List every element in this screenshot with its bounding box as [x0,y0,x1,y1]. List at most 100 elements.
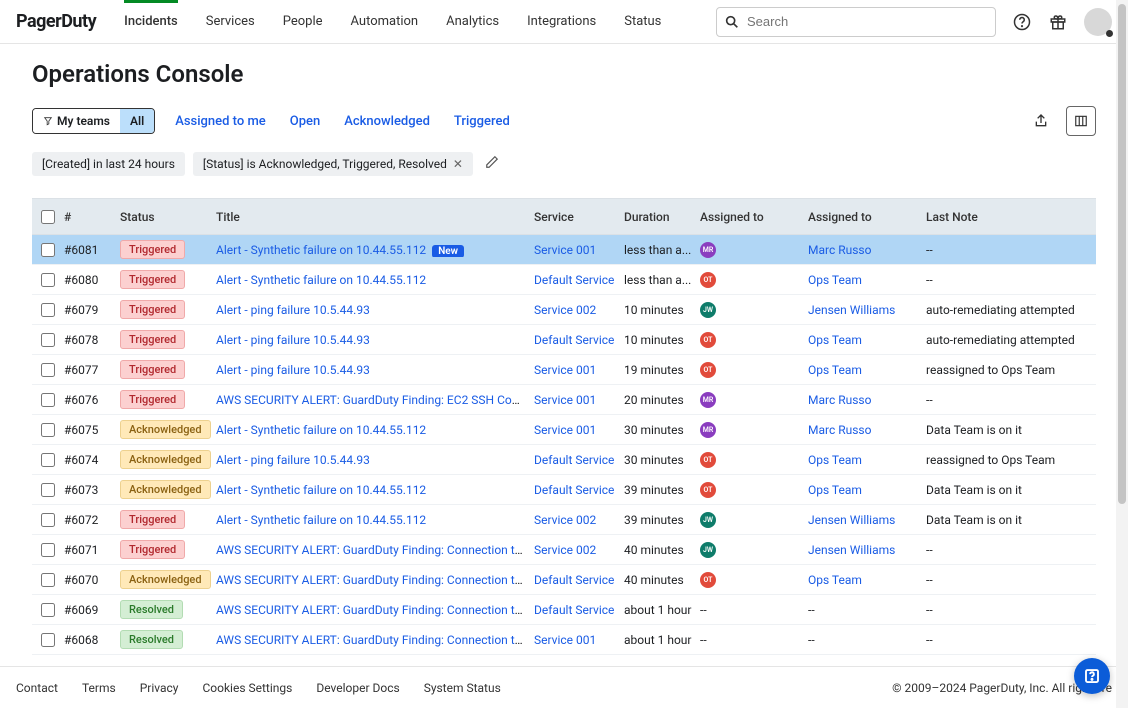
service-link[interactable]: Default Service [534,333,614,347]
incident-title-link[interactable]: Alert - Synthetic failure on 10.44.55.11… [216,423,426,437]
assignee-avatar[interactable]: OT [700,482,716,498]
chip-status[interactable]: [Status] is Acknowledged, Triggered, Res… [193,152,473,176]
table-row[interactable]: #6081TriggeredAlert - Synthetic failure … [32,235,1096,265]
table-row[interactable]: #6074AcknowledgedAlert - ping failure 10… [32,445,1096,475]
assignee-avatar[interactable]: OT [700,362,716,378]
service-link[interactable]: Service 001 [534,393,596,407]
footer-link-privacy[interactable]: Privacy [140,681,179,695]
assignee-link[interactable]: Ops Team [808,333,862,347]
assignee-avatar[interactable]: OT [700,332,716,348]
footer-link-terms[interactable]: Terms [82,681,116,695]
assignee-avatar[interactable]: JW [700,542,716,558]
header-title[interactable]: Title [216,210,534,224]
assignee-link[interactable]: Jensen Williams [808,303,895,317]
service-link[interactable]: Default Service [534,453,614,467]
footer-link-contact[interactable]: Contact [16,681,58,695]
filter-tab-acknowledged[interactable]: Acknowledged [344,114,430,129]
header-assigned-to-2[interactable]: Assigned to [808,210,926,224]
row-checkbox[interactable] [41,333,55,347]
incident-title-link[interactable]: Alert - ping failure 10.5.44.93 [216,303,370,317]
service-link[interactable]: Service 002 [534,513,596,527]
assignee-avatar[interactable]: JW [700,302,716,318]
service-link[interactable]: Default Service [534,573,614,587]
service-link[interactable]: Service 001 [534,363,596,377]
header-service[interactable]: Service [534,210,624,224]
assignee-link[interactable]: Jensen Williams [808,513,895,527]
scrollbar[interactable] [1116,0,1128,708]
nav-link-integrations[interactable]: Integrations [527,0,596,43]
logo[interactable]: PagerDuty [16,11,96,32]
nav-link-automation[interactable]: Automation [351,0,419,43]
nav-link-analytics[interactable]: Analytics [446,0,499,43]
table-row[interactable]: #6072TriggeredAlert - Synthetic failure … [32,505,1096,535]
assignee-link[interactable]: Ops Team [808,363,862,377]
user-avatar[interactable] [1084,8,1112,36]
service-link[interactable]: Default Service [534,603,614,617]
scope-my-teams[interactable]: My teams [33,109,120,133]
assignee-link[interactable]: Ops Team [808,573,862,587]
service-link[interactable]: Service 002 [534,543,596,557]
footer-link-cookies-settings[interactable]: Cookies Settings [202,681,292,695]
columns-icon[interactable] [1066,106,1096,136]
assignee-avatar[interactable]: OT [700,572,716,588]
table-row[interactable]: #6080TriggeredAlert - Synthetic failure … [32,265,1096,295]
table-row[interactable]: #6070AcknowledgedAWS SECURITY ALERT: Gua… [32,565,1096,595]
assignee-link[interactable]: Marc Russo [808,243,871,257]
service-link[interactable]: Service 001 [534,243,596,257]
filter-tab-triggered[interactable]: Triggered [454,114,510,129]
row-checkbox[interactable] [41,573,55,587]
assignee-avatar[interactable]: MR [700,242,716,258]
incident-title-link[interactable]: AWS SECURITY ALERT: GuardDuty Finding: C… [216,603,534,617]
table-row[interactable]: #6068ResolvedAWS SECURITY ALERT: GuardDu… [32,625,1096,655]
table-row[interactable]: #6073AcknowledgedAlert - Synthetic failu… [32,475,1096,505]
row-checkbox[interactable] [41,393,55,407]
incident-title-link[interactable]: Alert - ping failure 10.5.44.93 [216,453,370,467]
table-row[interactable]: #6069ResolvedAWS SECURITY ALERT: GuardDu… [32,595,1096,625]
share-icon[interactable] [1026,106,1056,136]
incident-title-link[interactable]: Alert - Synthetic failure on 10.44.55.11… [216,513,426,527]
assignee-link[interactable]: Ops Team [808,273,862,287]
help-bubble[interactable] [1074,658,1110,694]
assignee-link[interactable]: Marc Russo [808,423,871,437]
service-link[interactable]: Default Service [534,273,614,287]
row-checkbox[interactable] [41,363,55,377]
row-checkbox[interactable] [41,603,55,617]
row-checkbox[interactable] [41,453,55,467]
row-checkbox[interactable] [41,483,55,497]
incident-title-link[interactable]: Alert - Synthetic failure on 10.44.55.11… [216,273,426,287]
header-num[interactable]: # [64,210,120,224]
nav-link-people[interactable]: People [283,0,323,43]
scope-all[interactable]: All [120,109,154,133]
service-link[interactable]: Service 001 [534,633,596,647]
select-all-checkbox[interactable] [41,210,55,224]
chip-status-remove-icon[interactable]: ✕ [453,157,463,171]
table-row[interactable]: #6075AcknowledgedAlert - Synthetic failu… [32,415,1096,445]
assignee-link[interactable]: Ops Team [808,483,862,497]
assignee-avatar[interactable]: MR [700,422,716,438]
chip-created[interactable]: [Created] in last 24 hours [32,152,185,176]
table-row[interactable]: #6076TriggeredAWS SECURITY ALERT: GuardD… [32,385,1096,415]
assignee-avatar[interactable]: OT [700,452,716,468]
service-link[interactable]: Service 002 [534,303,596,317]
edit-filters-icon[interactable] [485,155,499,173]
table-row[interactable]: #6079TriggeredAlert - ping failure 10.5.… [32,295,1096,325]
row-checkbox[interactable] [41,243,55,257]
row-checkbox[interactable] [41,423,55,437]
row-checkbox[interactable] [41,273,55,287]
table-row[interactable]: #6077TriggeredAlert - ping failure 10.5.… [32,355,1096,385]
incident-title-link[interactable]: Alert - ping failure 10.5.44.93 [216,363,370,377]
incident-title-link[interactable]: Alert - Synthetic failure on 10.44.55.11… [216,483,426,497]
row-checkbox[interactable] [41,543,55,557]
row-checkbox[interactable] [41,303,55,317]
filter-tab-open[interactable]: Open [290,114,320,129]
table-row[interactable]: #6071TriggeredAWS SECURITY ALERT: GuardD… [32,535,1096,565]
service-link[interactable]: Service 001 [534,423,596,437]
incident-title-link[interactable]: AWS SECURITY ALERT: GuardDuty Finding: C… [216,633,534,647]
assignee-link[interactable]: Jensen Williams [808,543,895,557]
help-icon[interactable] [1012,12,1032,32]
footer-link-developer-docs[interactable]: Developer Docs [316,681,399,695]
incident-title-link[interactable]: Alert - ping failure 10.5.44.93 [216,333,370,347]
assignee-avatar[interactable]: MR [700,392,716,408]
assignee-link[interactable]: Marc Russo [808,393,871,407]
search-input[interactable] [716,7,996,37]
